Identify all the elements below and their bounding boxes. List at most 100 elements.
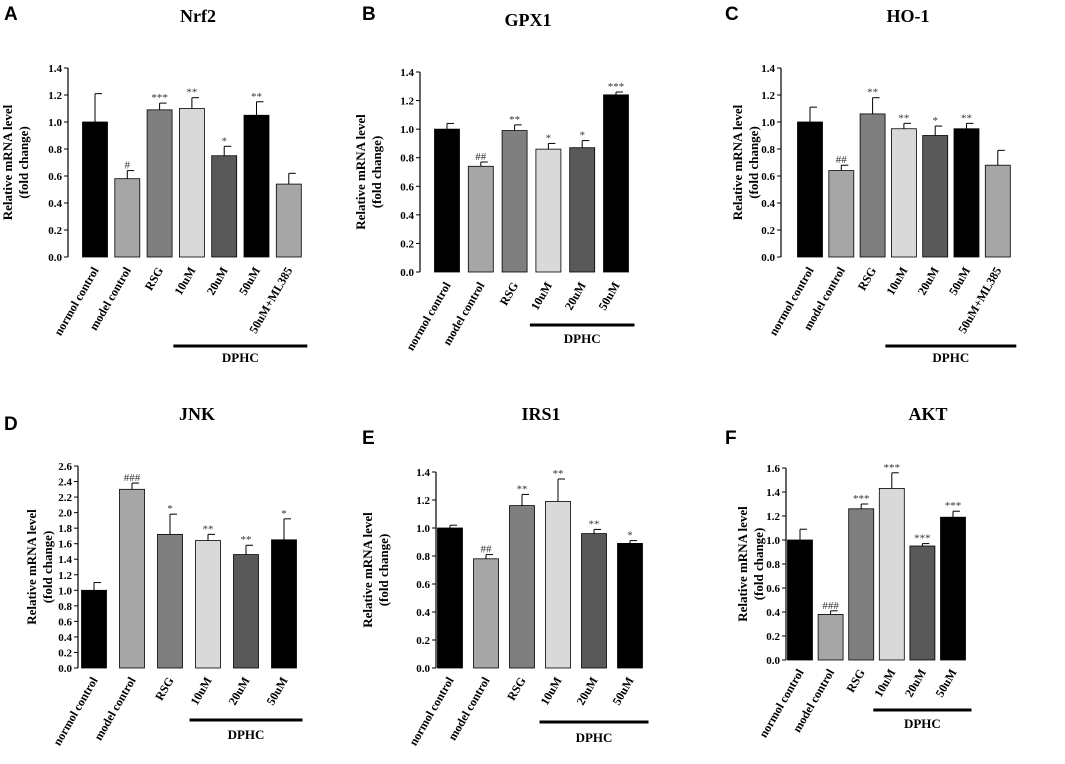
significance-mark: * xyxy=(627,530,633,542)
chart-title: IRS1 xyxy=(521,404,560,424)
significance-mark: ** xyxy=(186,87,197,99)
y-tick-label: 0.2 xyxy=(761,225,775,237)
y-tick-label: 0.4 xyxy=(400,210,414,222)
y-tick-label: 0.0 xyxy=(761,252,775,264)
y-tick-label: 0.8 xyxy=(48,144,62,156)
x-tick-label: RSG xyxy=(504,675,528,703)
y-tick-label: 1.0 xyxy=(400,124,414,136)
panel-letter: D xyxy=(4,414,18,435)
significance-mark: ** xyxy=(553,468,564,480)
y-tick-label: 2.4 xyxy=(58,477,72,489)
significance-mark: * xyxy=(281,508,287,520)
bar xyxy=(119,488,145,669)
bar xyxy=(828,170,855,258)
y-tick-label: 1.4 xyxy=(400,67,414,79)
group-label: DPHC xyxy=(932,350,969,365)
y-tick-label: 0.0 xyxy=(416,663,430,675)
y-tick-label: 1.8 xyxy=(58,523,72,535)
y-tick-label: 0.8 xyxy=(766,559,780,571)
significance-mark: ** xyxy=(517,483,528,495)
y-tick-label: 0.2 xyxy=(48,225,62,237)
significance-mark: *** xyxy=(914,533,931,545)
y-tick-label: 0.6 xyxy=(58,616,72,628)
y-axis-label: Relative mRNA level(fold change) xyxy=(360,512,391,628)
significance-mark: ### xyxy=(124,472,141,484)
significance-mark: ## xyxy=(475,151,487,163)
y-tick-label: 1.2 xyxy=(58,570,72,582)
significance-mark: *** xyxy=(945,500,962,512)
bar xyxy=(434,128,460,273)
significance-mark: # xyxy=(125,160,131,172)
bar xyxy=(114,178,141,258)
significance-mark: *** xyxy=(853,493,870,505)
bar xyxy=(953,128,980,258)
significance-mark: * xyxy=(221,135,227,147)
y-tick-label: 0.2 xyxy=(58,647,72,659)
y-tick-label: 0.0 xyxy=(48,252,62,264)
bar xyxy=(243,114,270,258)
bar xyxy=(82,121,108,258)
y-tick-label: 1.6 xyxy=(766,463,780,475)
bar xyxy=(178,108,205,258)
y-tick-label: 0.6 xyxy=(766,583,780,595)
significance-mark: ** xyxy=(241,534,252,546)
bar xyxy=(501,130,528,273)
y-tick-label: 0.4 xyxy=(48,198,62,210)
significance-mark: ** xyxy=(961,112,972,124)
y-tick-label: 1.2 xyxy=(416,495,430,507)
x-tick-label: 10uM xyxy=(528,280,555,313)
bar xyxy=(233,554,259,669)
significance-mark: ** xyxy=(203,523,214,535)
y-tick-label: 1.0 xyxy=(766,535,780,547)
y-tick-label: 1.2 xyxy=(400,96,414,108)
bar xyxy=(275,183,302,258)
x-tick-label: 20uM xyxy=(562,280,589,313)
y-axis-label: Relative mRNA level(fold change) xyxy=(0,104,31,220)
y-tick-label: 0.8 xyxy=(58,601,72,613)
panel-letter: C xyxy=(725,4,739,25)
significance-mark: ** xyxy=(509,114,520,126)
significance-mark: *** xyxy=(151,92,168,104)
x-tick-label: 50uM xyxy=(263,675,290,708)
bar xyxy=(545,500,571,669)
x-tick-label: 10uM xyxy=(883,265,910,298)
significance-mark: ** xyxy=(251,91,262,103)
x-tick-label: 20uM xyxy=(915,265,942,298)
y-tick-label: 1.4 xyxy=(58,554,72,566)
x-tick-label: 10uM xyxy=(187,675,214,708)
y-tick-label: 0.0 xyxy=(400,267,414,279)
y-axis-label: Relative mRNA level(fold change) xyxy=(735,506,766,622)
significance-mark: ** xyxy=(867,87,878,99)
y-tick-label: 0.4 xyxy=(761,198,775,210)
significance-mark: ** xyxy=(898,112,909,124)
bar xyxy=(787,539,813,661)
panel-letter: E xyxy=(362,428,375,449)
x-tick-label: 50uM xyxy=(595,280,622,313)
panel-a: A Nrf2 Relative mRNA level(fold change) 0.0… xyxy=(0,4,308,365)
chart-title: GPX1 xyxy=(505,10,552,30)
bar xyxy=(940,516,966,661)
significance-mark: * xyxy=(167,503,173,515)
x-tick-label: RSG xyxy=(497,280,521,308)
x-tick-label: 20uM xyxy=(902,667,929,700)
bar xyxy=(797,121,823,258)
y-tick-label: 0.2 xyxy=(416,635,430,647)
y-axis-label: Relative mRNA level(fold change) xyxy=(730,104,761,220)
y-tick-label: 1.0 xyxy=(761,117,775,129)
y-tick-label: 0.4 xyxy=(416,607,430,619)
bar xyxy=(195,540,221,669)
x-tick-label: RSG xyxy=(152,675,176,703)
y-axis-label: Relative mRNA level(fold change) xyxy=(353,114,384,230)
y-tick-label: 0.0 xyxy=(58,663,72,675)
chart-title: Nrf2 xyxy=(180,6,216,26)
x-tick-label: 10uM xyxy=(537,675,564,708)
panel-letter: B xyxy=(362,4,376,25)
y-tick-label: 1.4 xyxy=(766,487,780,499)
bar xyxy=(891,128,917,258)
y-tick-label: 0.8 xyxy=(416,551,430,563)
y-tick-label: 1.2 xyxy=(761,90,775,102)
x-tick-label: 50uM xyxy=(236,265,263,298)
significance-mark: ### xyxy=(822,600,839,612)
bar xyxy=(848,508,875,661)
